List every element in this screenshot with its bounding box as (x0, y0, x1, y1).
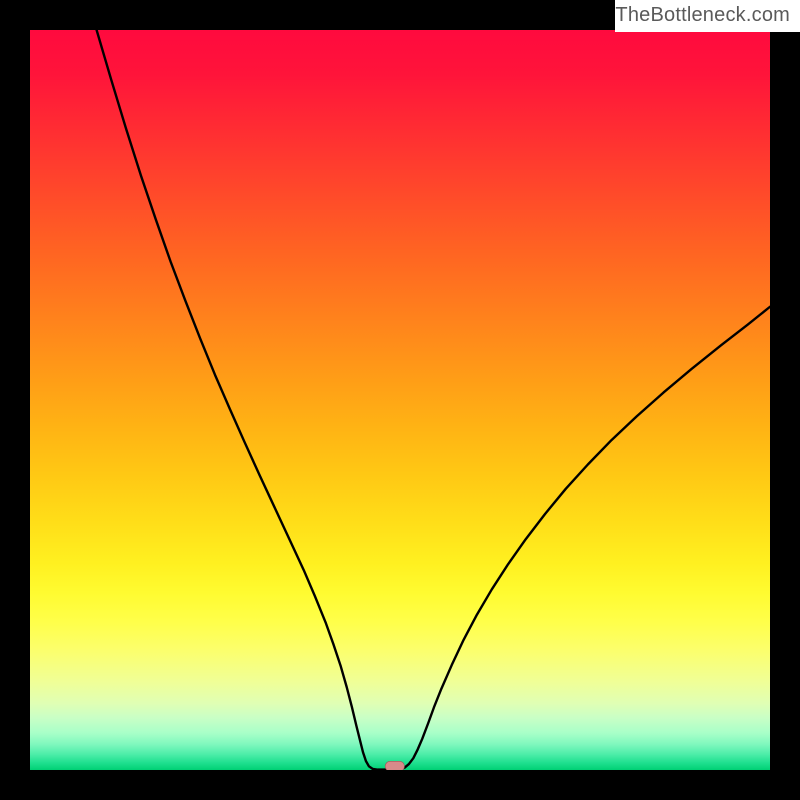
bottleneck-plot (30, 30, 770, 770)
plot-svg (30, 30, 770, 770)
optimal-marker (385, 761, 404, 770)
watermark-label: TheBottleneck.com (615, 0, 800, 32)
plot-background (30, 30, 770, 770)
chart-frame: TheBottleneck.com (0, 0, 800, 800)
